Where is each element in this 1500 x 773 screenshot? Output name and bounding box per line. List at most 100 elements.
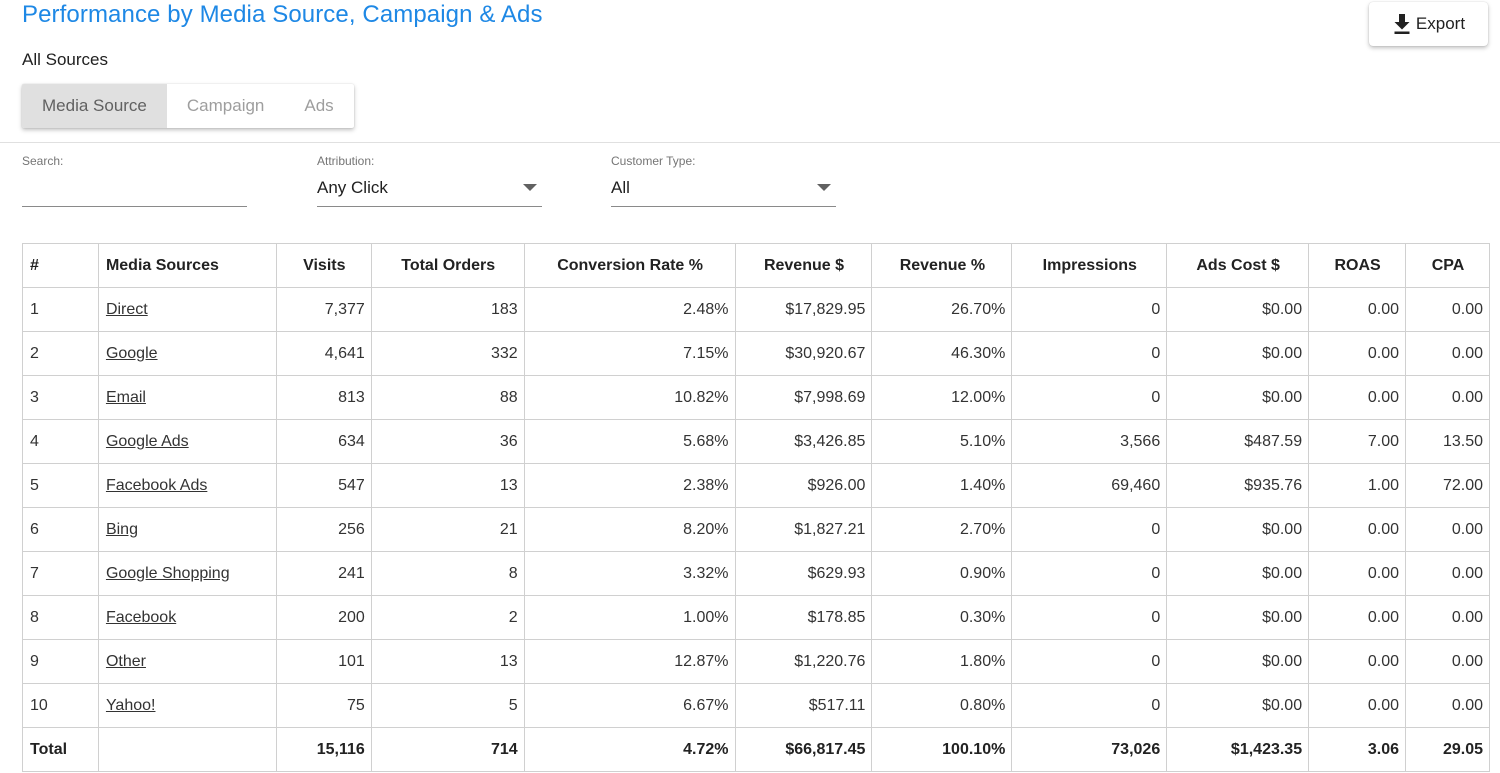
column-header[interactable]: Impressions <box>1011 243 1168 288</box>
dropdown-arrow-icon <box>817 184 831 191</box>
customer-type-select[interactable]: All <box>611 176 836 207</box>
table-cell: 12.87% <box>523 639 736 684</box>
table-cell: 634 <box>275 419 372 464</box>
table-row: 8 Facebook 200 2 1.00% $178.85 0.30% 0 $0.00 0.00… <box>22 595 1490 640</box>
table-cell: $0.00 <box>1166 375 1310 420</box>
tab-media-source[interactable]: Media Source <box>22 84 167 128</box>
media-source-link[interactable]: Facebook Ads <box>105 476 208 494</box>
table-cell: 13 <box>370 639 525 684</box>
table-cell: $0.00 <box>1166 507 1310 552</box>
table-cell: 200 <box>275 595 372 640</box>
column-header[interactable]: Revenue $ <box>734 243 873 288</box>
table-cell: 5.68% <box>523 419 736 464</box>
table-cell: 7,377 <box>275 287 372 332</box>
table-cell: 88 <box>370 375 525 420</box>
customer-type-label: Customer Type: <box>611 154 696 168</box>
section-divider <box>0 142 1500 143</box>
column-header[interactable]: ROAS <box>1308 243 1407 288</box>
table-cell: 0.90% <box>871 551 1013 596</box>
attribution-select[interactable]: Any Click <box>317 176 542 207</box>
table-cell: 2.48% <box>523 287 736 332</box>
export-label: Export <box>1415 14 1466 33</box>
column-header[interactable]: Revenue % <box>871 243 1013 288</box>
table-cell: 0.00 <box>1308 507 1407 552</box>
table-cell: 0.00 <box>1405 595 1490 640</box>
table-cell: $935.76 <box>1166 463 1310 508</box>
table-cell: 0.00 <box>1308 375 1407 420</box>
table-cell: 1.80% <box>871 639 1013 684</box>
column-header[interactable]: Visits <box>275 243 372 288</box>
view-tabs: Media Source Campaign Ads <box>22 84 354 128</box>
table-cell: 7.00 <box>1308 419 1407 464</box>
table-cell: 12.00% <box>871 375 1013 420</box>
table-cell: Bing <box>97 507 277 552</box>
dropdown-arrow-icon <box>523 184 537 191</box>
table-cell: $487.59 <box>1166 419 1310 464</box>
table-cell: Total <box>22 727 99 772</box>
media-source-link[interactable]: Other <box>105 652 146 670</box>
column-header[interactable]: Total Orders <box>370 243 525 288</box>
table-cell: 332 <box>370 331 525 376</box>
table-cell <box>97 727 277 772</box>
table-cell: 1 <box>22 287 99 332</box>
table-cell: $517.11 <box>734 683 873 728</box>
column-header[interactable]: # <box>22 243 99 288</box>
search-input[interactable] <box>22 176 247 204</box>
media-source-link[interactable]: Email <box>105 388 146 406</box>
table-cell: 0 <box>1011 331 1168 376</box>
table-cell: 46.30% <box>871 331 1013 376</box>
table-cell: 6.67% <box>523 683 736 728</box>
table-cell: 0 <box>1011 507 1168 552</box>
table-cell: 1.00% <box>523 595 736 640</box>
media-source-link[interactable]: Google <box>105 344 158 362</box>
tab-campaign[interactable]: Campaign <box>186 96 265 115</box>
media-source-link[interactable]: Google Ads <box>105 432 189 450</box>
media-source-link[interactable]: Bing <box>105 520 138 538</box>
table-cell: 0.30% <box>871 595 1013 640</box>
table-cell: 73,026 <box>1011 727 1168 772</box>
table-cell: 21 <box>370 507 525 552</box>
media-source-link[interactable]: Facebook <box>105 608 177 626</box>
attribution-label: Attribution: <box>317 154 375 168</box>
table-cell: Email <box>97 375 277 420</box>
media-source-link[interactable]: Google Shopping <box>105 564 230 582</box>
table-cell: 2.38% <box>523 463 736 508</box>
table-cell: 7.15% <box>523 331 736 376</box>
table-cell: 13 <box>370 463 525 508</box>
table-cell: $629.93 <box>734 551 873 596</box>
table-header-row: # Media Sources Visits Total Orders Conv… <box>22 243 1490 288</box>
table-cell: Google Shopping <box>97 551 277 596</box>
table-cell: 8.20% <box>523 507 736 552</box>
table-cell: 0 <box>1011 375 1168 420</box>
table-cell: 36 <box>370 419 525 464</box>
table-row: 1 Direct 7,377 183 2.48% $17,829.95 26.70% 0 $0.… <box>22 287 1490 332</box>
table-cell: 2 <box>370 595 525 640</box>
table-cell: 4.72% <box>523 727 736 772</box>
table-row: 5 Facebook Ads 547 13 2.38% $926.00 1.40% 69,46… <box>22 463 1490 508</box>
table-cell: 0.00 <box>1308 683 1407 728</box>
table-cell: 0.00 <box>1308 331 1407 376</box>
table-cell: Yahoo! <box>97 683 277 728</box>
table-cell: $30,920.67 <box>734 331 873 376</box>
table-cell: Facebook <box>97 595 277 640</box>
search-label: Search: <box>22 154 64 168</box>
attribution-field: Attribution: Any Click <box>317 154 542 207</box>
tab-ads[interactable]: Ads <box>304 96 334 115</box>
table-cell: 69,460 <box>1011 463 1168 508</box>
column-header[interactable]: Conversion Rate % <box>523 243 736 288</box>
table-cell: 0.00 <box>1308 639 1407 684</box>
table-cell: $1,827.21 <box>734 507 873 552</box>
column-header[interactable]: CPA <box>1405 243 1490 288</box>
table-cell: 4 <box>22 419 99 464</box>
table-cell: $926.00 <box>734 463 873 508</box>
table-cell: 6 <box>22 507 99 552</box>
export-button[interactable]: Export <box>1369 2 1488 46</box>
table-cell: 0 <box>1011 551 1168 596</box>
table-cell: 3.32% <box>523 551 736 596</box>
column-header[interactable]: Ads Cost $ <box>1166 243 1310 288</box>
column-header[interactable]: Media Sources <box>97 243 277 288</box>
media-source-link[interactable]: Yahoo! <box>105 696 156 714</box>
table-cell: 75 <box>275 683 372 728</box>
media-source-link[interactable]: Direct <box>105 300 148 318</box>
